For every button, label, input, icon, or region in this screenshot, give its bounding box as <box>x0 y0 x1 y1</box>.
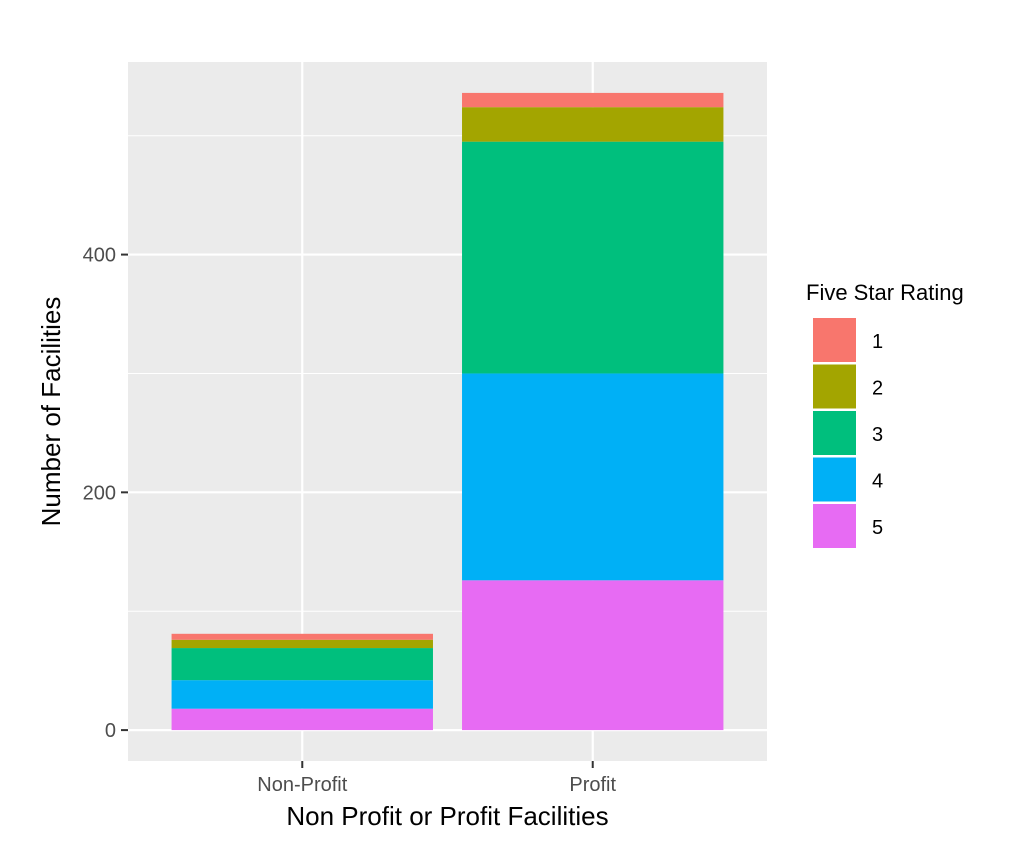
bar-segment-non-profit-rating-4 <box>171 680 433 709</box>
bar-segment-non-profit-rating-5 <box>171 708 433 731</box>
legend-swatch-5 <box>813 504 856 548</box>
bar-segment-profit-rating-4 <box>462 373 724 581</box>
legend-swatch-2 <box>813 364 856 409</box>
y-axis-title: Number of Facilities <box>36 297 66 527</box>
y-axis: 0 200 400 <box>83 245 128 742</box>
bar-segment-non-profit-rating-2 <box>171 639 433 649</box>
legend-label-1: 1 <box>872 331 883 353</box>
y-tick-label: 200 <box>83 482 116 504</box>
x-tick-label: Non-Profit <box>257 774 347 796</box>
x-tick-label: Profit <box>569 774 616 796</box>
bar-segment-non-profit-rating-3 <box>171 648 433 681</box>
y-tick-label: 400 <box>83 245 116 267</box>
legend-label-3: 3 <box>872 424 883 446</box>
bar-segment-profit-rating-1 <box>462 92 724 108</box>
legend-swatch-3 <box>813 411 856 455</box>
legend-label-4: 4 <box>872 471 883 493</box>
bar-segment-profit-rating-5 <box>462 580 724 731</box>
x-axis-title: Non Profit or Profit Facilities <box>286 801 608 831</box>
legend-swatch-1 <box>813 318 856 362</box>
x-axis: Non-Profit Profit <box>257 761 617 796</box>
bar-segments <box>171 92 724 731</box>
legend-title: Five Star Rating <box>806 280 964 305</box>
bar-segment-profit-rating-2 <box>462 107 724 142</box>
legend-label-2: 2 <box>872 378 883 400</box>
y-tick-label: 0 <box>105 720 116 742</box>
bar-segment-non-profit-rating-1 <box>171 633 433 640</box>
legend: Five Star Rating 1 2 3 4 5 <box>806 280 964 548</box>
legend-swatch-4 <box>813 457 856 502</box>
bar-segment-profit-rating-3 <box>462 141 724 374</box>
legend-label-5: 5 <box>872 517 883 539</box>
